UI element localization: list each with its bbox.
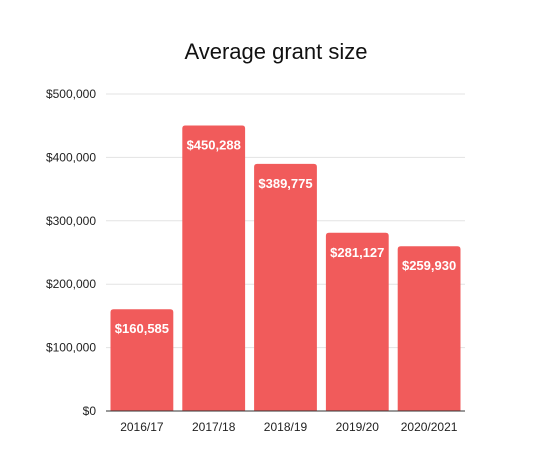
y-tick-label: $0 (83, 404, 97, 418)
bar-value-label: $450,288 (187, 138, 241, 153)
bar (182, 125, 246, 412)
x-tick-label: 2016/17 (120, 420, 164, 434)
y-tick-label: $300,000 (46, 214, 96, 228)
y-tick-label: $500,000 (46, 87, 96, 101)
bars (110, 125, 461, 412)
bar (325, 232, 389, 411)
x-tick-label: 2017/18 (192, 420, 236, 434)
data-labels: $160,585 $450,288 $389,775 $281,127 $259,930 (115, 138, 456, 337)
bar (110, 309, 174, 411)
bar-value-label: $160,585 (115, 321, 169, 336)
x-tick-label: 2018/19 (264, 420, 308, 434)
x-tick-label: 2020/2021 (401, 420, 458, 434)
bar-value-label: $389,775 (258, 176, 312, 191)
bar-value-label: $259,930 (402, 258, 456, 273)
bar (254, 163, 317, 411)
y-axis: $0 $100,000 $200,000 $300,000 $400,000 $500,0… (46, 87, 96, 418)
x-tick-label: 2019/20 (336, 420, 380, 434)
x-axis: 2016/17 2017/18 2018/19 2019/20 2020/2021 (106, 410, 465, 434)
y-tick-label: $100,000 (46, 341, 96, 355)
y-tick-label: $400,000 (46, 150, 96, 164)
chart-title: Average grant size (184, 39, 367, 64)
y-tick-label: $200,000 (46, 277, 96, 291)
bar-value-label: $281,127 (330, 245, 384, 260)
bar (397, 246, 461, 411)
